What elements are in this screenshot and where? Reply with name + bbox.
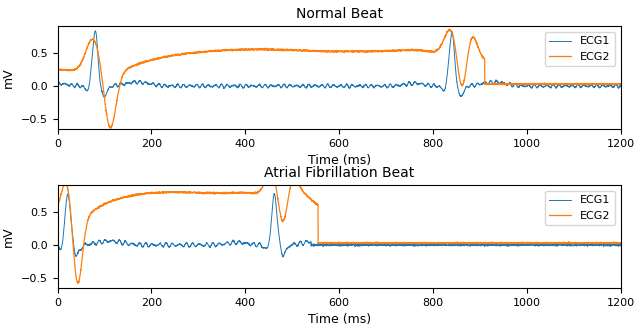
- ECG1: [211, 83, 219, 87]
- ECG2: [175, 190, 182, 194]
- ECG2: [74, 281, 82, 285]
- ECG1: [395, 83, 403, 87]
- Line: ECG2: ECG2: [58, 172, 621, 283]
- ECG1: [404, 244, 412, 248]
- ECG2: [175, 52, 182, 56]
- ECG1: [54, 80, 61, 84]
- ECG1: [617, 243, 625, 247]
- ECG2: [267, 170, 275, 174]
- ECG1: [395, 243, 403, 247]
- X-axis label: Time (ms): Time (ms): [308, 154, 371, 167]
- ECG2: [211, 49, 219, 53]
- ECG2: [54, 204, 61, 208]
- ECG2: [617, 82, 625, 86]
- Legend: ECG1, ECG2: ECG1, ECG2: [545, 191, 615, 225]
- ECG1: [564, 84, 572, 88]
- ECG1: [404, 81, 412, 85]
- ECG2: [617, 241, 625, 245]
- Title: Atrial Fibrillation Beat: Atrial Fibrillation Beat: [264, 166, 414, 180]
- ECG1: [617, 83, 625, 87]
- ECG1: [100, 95, 108, 99]
- ECG2: [404, 48, 412, 52]
- ECG1: [279, 255, 287, 259]
- Legend: ECG1, ECG2: ECG1, ECG2: [545, 32, 615, 67]
- ECG1: [54, 244, 61, 248]
- ECG2: [564, 81, 572, 85]
- ECG1: [617, 244, 625, 248]
- ECG2: [564, 241, 572, 245]
- ECG2: [107, 126, 115, 130]
- ECG1: [92, 29, 99, 33]
- Y-axis label: mV: mV: [3, 68, 15, 88]
- ECG2: [54, 67, 61, 71]
- ECG1: [617, 83, 625, 87]
- ECG2: [395, 241, 403, 245]
- ECG1: [564, 244, 572, 248]
- ECG1: [270, 192, 278, 196]
- ECG2: [445, 27, 453, 31]
- Title: Normal Beat: Normal Beat: [296, 7, 383, 21]
- Line: ECG2: ECG2: [58, 29, 621, 128]
- Line: ECG1: ECG1: [58, 194, 621, 257]
- ECG2: [394, 49, 402, 53]
- ECG1: [175, 82, 182, 86]
- X-axis label: Time (ms): Time (ms): [308, 313, 371, 326]
- ECG2: [617, 82, 625, 86]
- ECG2: [211, 191, 219, 195]
- Y-axis label: mV: mV: [3, 226, 15, 247]
- ECG1: [175, 242, 182, 246]
- Line: ECG1: ECG1: [58, 31, 621, 97]
- ECG1: [211, 243, 219, 247]
- ECG2: [617, 241, 625, 245]
- ECG2: [404, 241, 412, 245]
